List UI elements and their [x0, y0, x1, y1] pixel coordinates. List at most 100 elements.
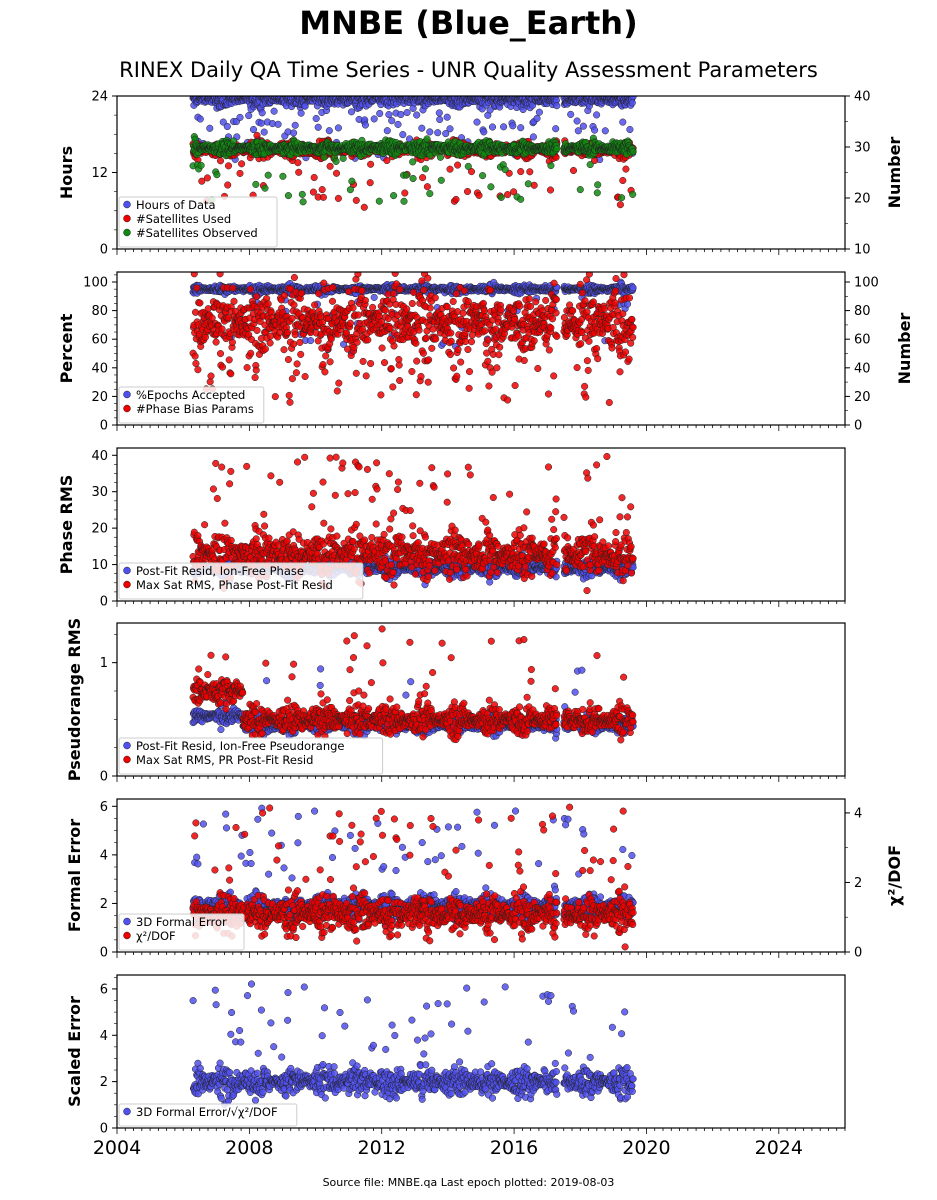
data-point	[452, 195, 460, 203]
data-point	[299, 198, 307, 206]
data-point	[418, 124, 426, 132]
data-point	[401, 189, 409, 197]
data-point	[626, 125, 634, 134]
legend-marker	[123, 214, 131, 223]
data-point	[524, 180, 532, 188]
data-point	[378, 344, 386, 352]
y2-tick-label: 10	[854, 243, 871, 258]
data-point	[293, 360, 301, 368]
data-point	[315, 290, 323, 298]
data-point	[487, 183, 495, 191]
data-point	[284, 192, 292, 200]
data-point	[224, 181, 232, 189]
data-point	[442, 130, 450, 138]
chart-title: MNBE (Blue_Earth)	[299, 4, 638, 42]
data-point	[397, 110, 405, 119]
data-point	[574, 127, 582, 135]
data-point	[207, 372, 215, 380]
data-point	[193, 284, 201, 292]
data-point	[335, 379, 343, 387]
data-point	[328, 297, 337, 305]
data-point	[446, 125, 454, 133]
data-point	[319, 193, 327, 201]
data-point	[381, 306, 389, 314]
data-point	[288, 375, 296, 383]
data-point	[322, 352, 330, 360]
data-point	[628, 99, 636, 107]
data-point	[434, 129, 442, 137]
data-point	[547, 162, 555, 170]
data-point	[297, 289, 306, 297]
data-point	[510, 188, 518, 196]
data-point	[348, 177, 356, 185]
data-point	[224, 162, 233, 170]
data-point	[247, 349, 255, 357]
data-point	[294, 159, 302, 167]
data-point	[334, 124, 342, 132]
data-point	[517, 124, 525, 132]
data-point	[403, 108, 411, 117]
data-point	[284, 328, 292, 337]
data-point	[616, 201, 624, 209]
legend-box	[118, 196, 278, 248]
data-point	[349, 304, 357, 312]
data-point	[376, 109, 384, 118]
data-point	[629, 284, 637, 292]
data-point	[264, 300, 272, 308]
data-point	[497, 193, 505, 201]
data-point	[423, 135, 431, 143]
data-point	[213, 171, 221, 179]
data-point	[332, 169, 341, 177]
data-point	[288, 314, 296, 322]
data-point	[347, 108, 356, 116]
data-point	[198, 177, 206, 185]
data-point	[480, 128, 488, 136]
data-point	[320, 279, 328, 287]
data-point	[618, 194, 626, 202]
data-point	[295, 168, 303, 176]
data-point	[218, 363, 227, 371]
data-point	[225, 356, 233, 364]
data-point	[622, 165, 630, 173]
data-point	[279, 172, 287, 180]
data-point	[252, 366, 260, 374]
data-point	[329, 283, 337, 292]
data-point	[419, 174, 427, 182]
data-point	[264, 171, 272, 179]
data-point	[296, 338, 304, 346]
data-point	[593, 189, 601, 197]
data-point	[284, 355, 292, 364]
data-point	[360, 203, 368, 211]
legend-label: Hours of Data	[136, 198, 216, 212]
data-point	[553, 102, 561, 110]
data-point	[552, 125, 560, 133]
data-point	[206, 378, 214, 386]
data-point	[529, 133, 537, 141]
data-point	[569, 166, 578, 175]
data-point	[576, 186, 584, 194]
data-point	[388, 117, 396, 125]
data-point	[591, 126, 599, 134]
data-point	[216, 350, 225, 358]
data-point	[194, 366, 202, 374]
data-point	[206, 124, 214, 132]
data-point	[443, 113, 451, 121]
data-point	[325, 127, 333, 135]
data-point	[253, 131, 261, 139]
data-point	[467, 168, 476, 176]
data-point	[266, 339, 274, 347]
data-point	[314, 123, 322, 131]
data-point	[192, 359, 200, 368]
data-point	[261, 184, 269, 192]
data-point	[346, 319, 354, 327]
y-tick-label: 0	[100, 243, 108, 258]
data-point	[464, 162, 472, 170]
data-point	[436, 153, 445, 161]
data-point	[500, 123, 508, 131]
data-point	[201, 333, 209, 341]
points-hours	[189, 96, 637, 211]
data-point	[245, 112, 253, 120]
data-point	[236, 113, 244, 121]
data-point	[390, 192, 398, 200]
data-point	[361, 296, 369, 304]
